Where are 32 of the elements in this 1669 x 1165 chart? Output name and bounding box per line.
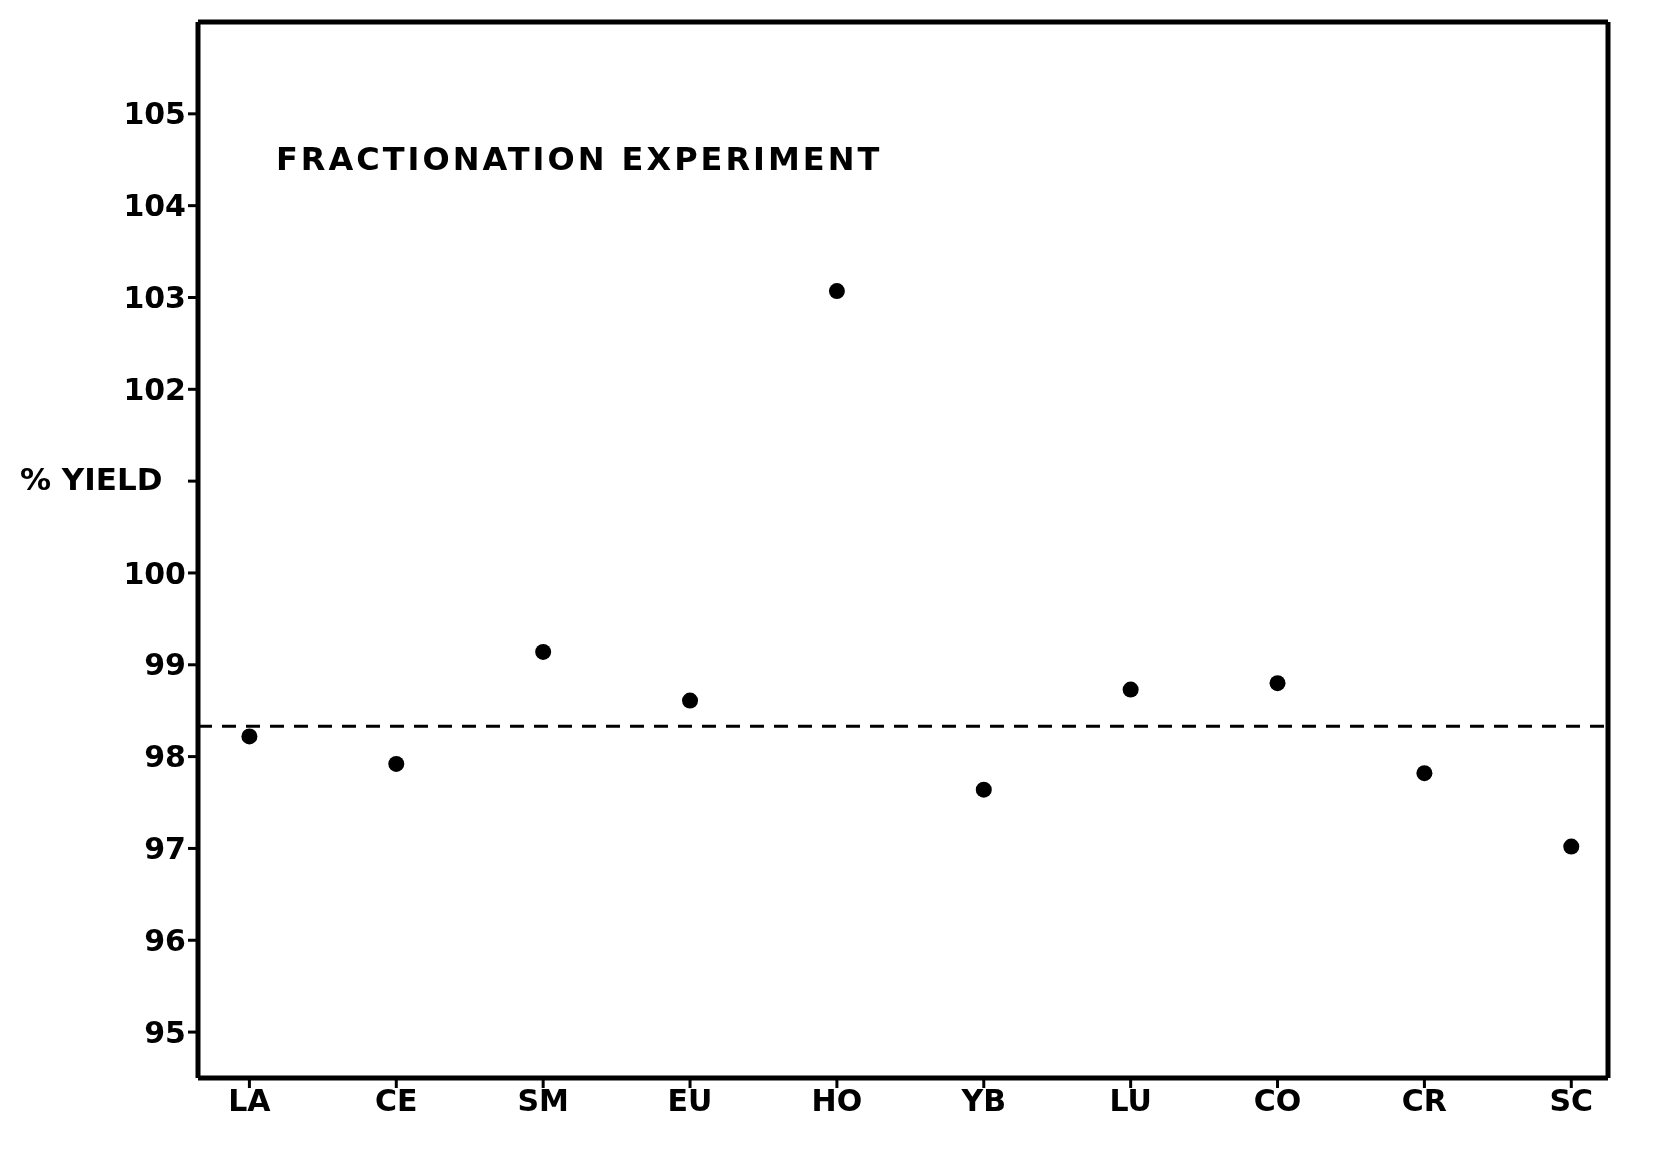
x-tick-label: HO [811, 1083, 863, 1119]
x-tick-label: CO [1253, 1083, 1302, 1119]
y-tick-label: 98 [144, 739, 186, 775]
x-tick-label: SM [517, 1083, 569, 1119]
point [1416, 765, 1433, 782]
x-tick-label: SC [1549, 1083, 1594, 1119]
point [1563, 838, 1580, 855]
point [828, 283, 845, 300]
x-tick-label: YB [960, 1083, 1007, 1119]
y-tick-label: 103 [123, 280, 186, 316]
point [1269, 675, 1286, 692]
point [388, 755, 405, 772]
x-tick-label: EU [667, 1083, 713, 1119]
x-tick-label: CR [1401, 1083, 1447, 1119]
y-tick-label: 99 [144, 647, 186, 683]
point [682, 692, 699, 709]
y-tick-label: 95 [144, 1014, 186, 1050]
y-tick-label: 96 [144, 922, 186, 958]
x-tick-label: CE [375, 1083, 418, 1119]
x-tick-label: LA [228, 1083, 272, 1119]
y-tick-label: 105 [123, 96, 186, 132]
x-tick-label: LU [1109, 1083, 1152, 1119]
point [535, 643, 552, 660]
point [1122, 681, 1139, 698]
y-axis-title: % YIELD [20, 461, 163, 497]
y-tick-label: 104 [123, 188, 186, 224]
point [975, 781, 992, 798]
y-tick-label: 100 [123, 555, 186, 591]
text: FRACTIONATION EXPERIMENT [276, 140, 883, 178]
y-tick-label: 102 [123, 371, 186, 407]
point [241, 728, 258, 745]
y-tick-label: 97 [144, 831, 186, 867]
